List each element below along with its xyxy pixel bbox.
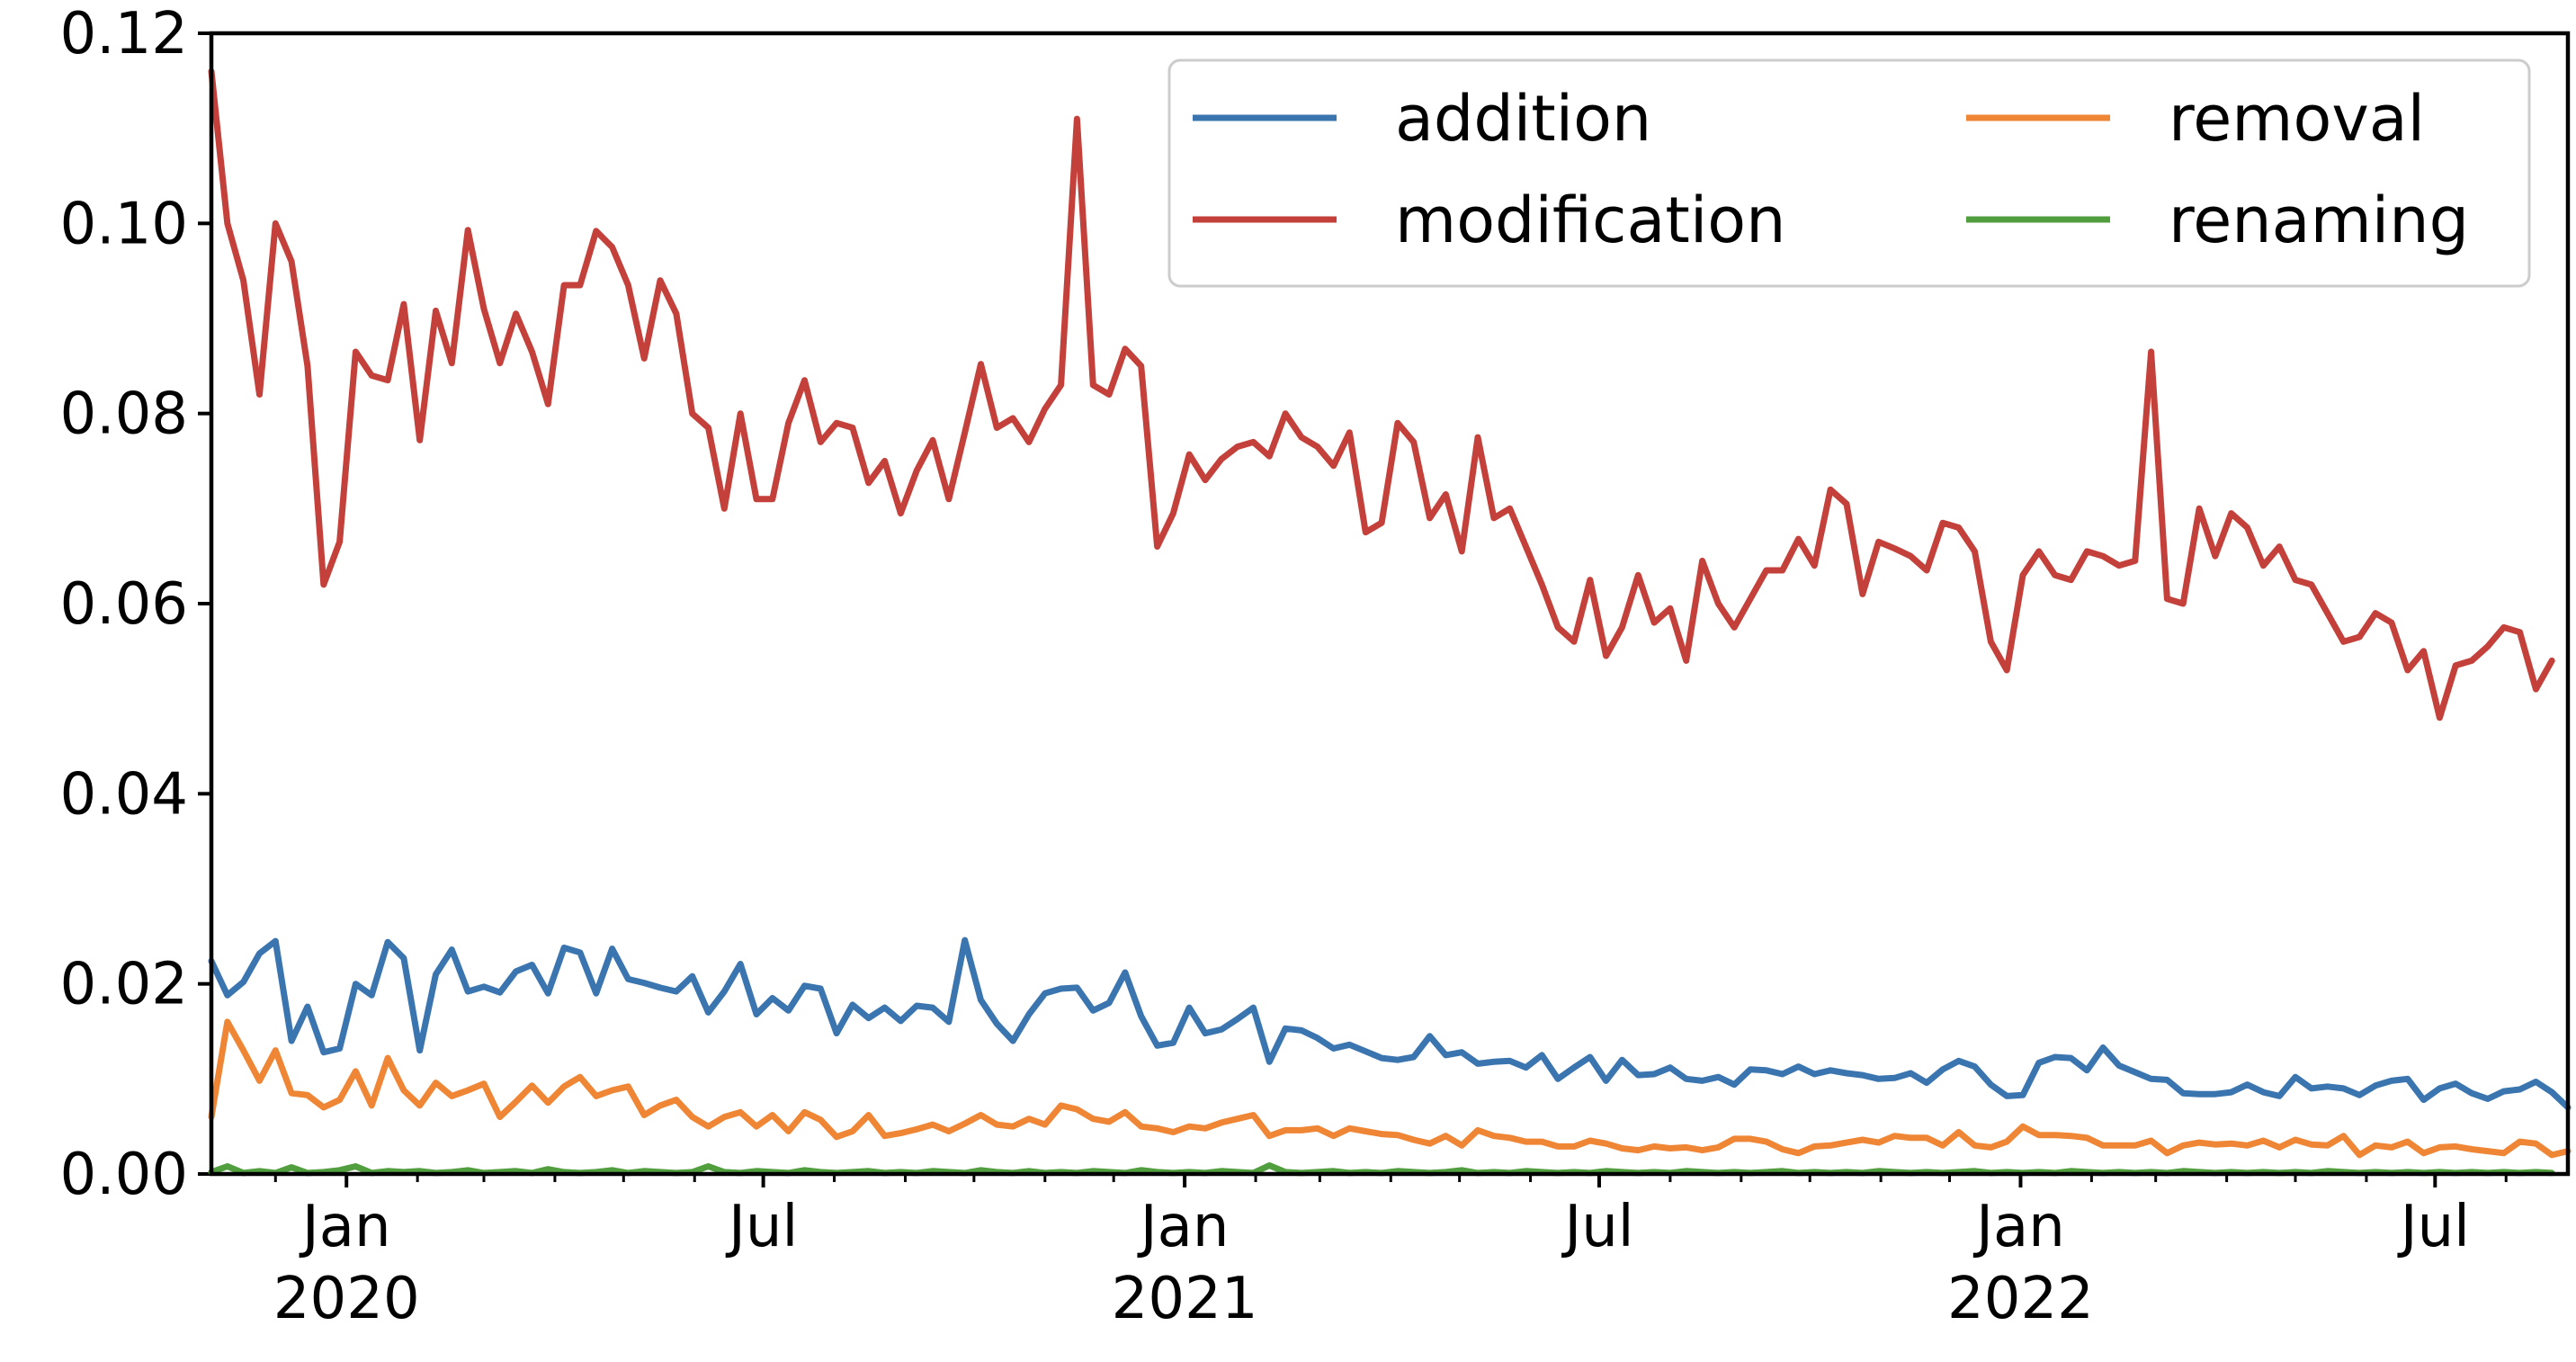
y-tick-label: 0.10 (60, 191, 189, 257)
series-line-modification (208, 67, 2555, 721)
series-line-renaming (208, 1162, 2555, 1177)
x-tick-year-label: 2020 (273, 1266, 420, 1332)
series-line-removal (208, 1018, 2572, 1159)
plot-frame (209, 31, 2571, 1177)
x-tick-label: Jan (1137, 1194, 1230, 1260)
y-tick-label: 0.08 (60, 381, 189, 448)
legend-label-modification: modification (1395, 184, 1785, 257)
legend-label-removal: removal (2169, 82, 2425, 156)
x-tick-label: Jul (725, 1194, 798, 1260)
legend: addition removal modification renaming (1167, 58, 2531, 288)
x-tick-year-label: 2021 (1112, 1266, 1258, 1332)
legend-label-renaming: renaming (2169, 184, 2469, 257)
x-tick-year-label: 2022 (1947, 1266, 2094, 1332)
y-tick-label: 0.00 (60, 1142, 189, 1208)
legend-label-addition: addition (1395, 82, 1651, 156)
y-tick-label: 0.12 (60, 1, 189, 67)
y-tick-label: 0.06 (60, 571, 189, 638)
y-tick-label: 0.02 (60, 952, 189, 1018)
legend-box (1167, 58, 2531, 288)
x-tick-label: Jul (2397, 1194, 2470, 1260)
x-tick-label: Jan (1972, 1194, 2065, 1260)
x-tick-label: Jan (299, 1194, 391, 1260)
series-line-addition (208, 936, 2572, 1111)
x-tick-label: Jul (1561, 1194, 1633, 1260)
y-tick-label: 0.04 (60, 761, 189, 828)
